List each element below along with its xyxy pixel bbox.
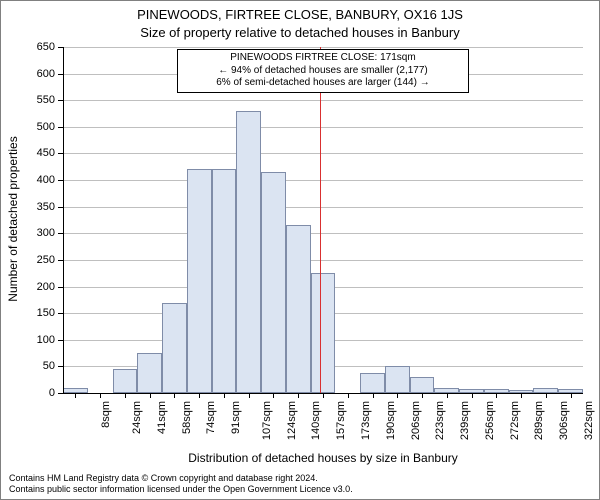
gridline [63, 100, 583, 101]
ytick-label: 50 [43, 360, 55, 372]
gridline [63, 47, 583, 48]
xtick-label: 157sqm [335, 401, 347, 440]
xtick-label: 8sqm [100, 401, 112, 428]
annotation-box: PINEWOODS FIRTREE CLOSE: 171sqm← 94% of … [177, 49, 468, 93]
annotation-line2: ← 94% of detached houses are smaller (2,… [182, 65, 463, 78]
plot-area: 0501001502002503003504004505005506006508… [63, 47, 583, 393]
ytick-label: 350 [37, 201, 55, 213]
xtick-label: 24sqm [131, 401, 143, 434]
gridline [63, 153, 583, 154]
xtick-label: 190sqm [385, 401, 397, 440]
y-axis-label: Number of detached properties [6, 119, 20, 319]
histogram-bar [385, 366, 410, 393]
histogram-bar [261, 172, 286, 393]
histogram-bar [410, 377, 435, 393]
ytick-label: 0 [49, 387, 55, 399]
ytick-label: 500 [37, 121, 55, 133]
xtick-label: 223sqm [434, 401, 446, 440]
chart-container: PINEWOODS, FIRTREE CLOSE, BANBURY, OX16 … [0, 0, 600, 500]
histogram-bar [187, 169, 212, 393]
ytick-label: 150 [37, 307, 55, 319]
xtick-label: 91sqm [230, 401, 242, 434]
histogram-bar [236, 111, 261, 393]
gridline [63, 260, 583, 261]
gridline [63, 127, 583, 128]
xtick-label: 41sqm [156, 401, 168, 434]
histogram-bar [137, 353, 162, 393]
ytick-label: 400 [37, 174, 55, 186]
xtick-label: 239sqm [459, 401, 471, 440]
ytick-label: 200 [37, 281, 55, 293]
histogram-bar [311, 273, 336, 393]
ytick-label: 300 [37, 227, 55, 239]
xtick-label: 306sqm [558, 401, 570, 440]
ytick-label: 450 [37, 147, 55, 159]
ytick-label: 250 [37, 254, 55, 266]
xtick-label: 206sqm [410, 401, 422, 440]
ytick-label: 650 [37, 41, 55, 53]
histogram-bar [286, 225, 311, 393]
xtick-label: 256sqm [484, 401, 496, 440]
histogram-bar [360, 373, 385, 393]
ytick-label: 600 [37, 68, 55, 80]
histogram-bar [113, 369, 138, 393]
histogram-bar [162, 303, 187, 393]
chart-subtitle: Size of property relative to detached ho… [1, 25, 599, 41]
footer-attribution: Contains HM Land Registry data © Crown c… [9, 473, 353, 496]
x-axis-label: Distribution of detached houses by size … [63, 451, 583, 465]
xtick-label: 140sqm [311, 401, 323, 440]
annotation-line3: 6% of semi-detached houses are larger (1… [182, 77, 463, 90]
gridline [63, 207, 583, 208]
gridline [63, 180, 583, 181]
xtick-label: 58sqm [181, 401, 193, 434]
footer-line1: Contains HM Land Registry data © Crown c… [9, 473, 353, 484]
property-marker-line [320, 47, 321, 393]
xtick-label: 124sqm [286, 401, 298, 440]
ytick-label: 550 [37, 94, 55, 106]
xtick-label: 74sqm [205, 401, 217, 434]
y-axis-line [63, 47, 64, 393]
xtick-label: 272sqm [509, 401, 521, 440]
annotation-line1: PINEWOODS FIRTREE CLOSE: 171sqm [182, 52, 463, 65]
x-axis-line [63, 393, 583, 394]
gridline [63, 233, 583, 234]
xtick-label: 173sqm [360, 401, 372, 440]
ytick-label: 100 [37, 334, 55, 346]
xtick-label: 289sqm [533, 401, 545, 440]
xtick-label: 107sqm [261, 401, 273, 440]
footer-line2: Contains public sector information licen… [9, 484, 353, 495]
page-title: PINEWOODS, FIRTREE CLOSE, BANBURY, OX16 … [1, 7, 599, 23]
histogram-bar [212, 169, 237, 393]
xtick-label: 322sqm [583, 401, 595, 440]
